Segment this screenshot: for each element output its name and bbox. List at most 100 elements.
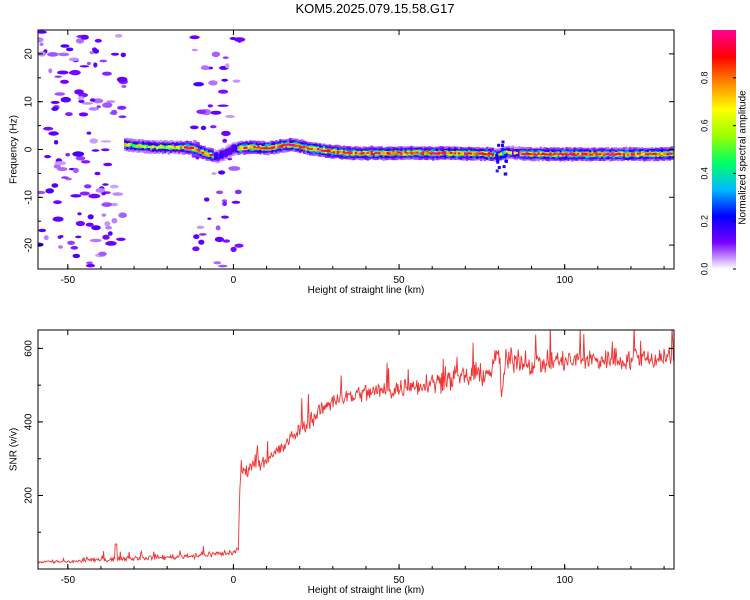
heatmap-noise-blob <box>77 96 85 101</box>
heatmap-ridge-cell <box>153 145 157 148</box>
heatmap-ridge-cell <box>241 146 244 149</box>
heatmap-ridge-cell <box>501 151 505 156</box>
heatmap-noise-blob <box>218 170 226 175</box>
heatmap-ridge-cell <box>396 151 399 154</box>
heatmap-ridge-cell <box>223 149 226 157</box>
heatmap-ridge-cell <box>487 153 491 157</box>
heatmap-ridge-cell <box>424 152 427 156</box>
colorbar-label: Normalized spectral amplitude <box>738 90 749 225</box>
heatmap-ridge-cell <box>251 145 254 148</box>
heatmap-ridge-cell <box>126 144 129 147</box>
heatmap-x-axis-label: Height of straight line (km) <box>308 285 425 296</box>
heatmap-ridge-cell <box>593 152 596 156</box>
heatmap-ridge-cell <box>211 154 214 157</box>
heatmap-noise-blob <box>59 235 64 238</box>
heatmap-ridge-cell <box>205 152 208 155</box>
heatmap-noise-blob <box>98 251 107 256</box>
heatmap-ridge-cell <box>406 152 409 155</box>
heatmap-ridge-cell <box>382 152 385 155</box>
heatmap-ridge-cell <box>364 152 367 155</box>
heatmap-noise-blob <box>58 245 63 249</box>
heatmap-disturbance-cell <box>504 159 508 163</box>
heatmap-noise-blob <box>51 183 59 188</box>
heatmap-noise-blob <box>207 104 213 108</box>
snr-y-tick-label: 400 <box>24 413 35 430</box>
heatmap-ridge-cell <box>418 152 421 155</box>
heatmap-noise-blob <box>86 131 92 135</box>
heatmap-ridge-cell <box>658 153 662 156</box>
heatmap-noise-blob <box>111 218 118 224</box>
heatmap-ridge-cell <box>499 152 503 155</box>
heatmap-noise-blob <box>107 231 113 236</box>
heatmap-noise-blob <box>51 106 59 111</box>
heatmap-noise-blob <box>110 52 120 56</box>
heatmap-noise-blob <box>95 187 106 193</box>
heatmap-disturbance-cell <box>500 144 504 147</box>
heatmap-noise-blob <box>103 162 113 167</box>
heatmap-ridge-cell <box>466 153 469 156</box>
heatmap-noise-blob <box>72 253 81 259</box>
heatmap-ridge-cell <box>547 153 550 156</box>
heatmap-noise-blob <box>229 37 237 40</box>
heatmap-ridge-cell <box>557 153 560 156</box>
heatmap-ridge-cell <box>611 152 614 155</box>
heatmap-ridge-cell <box>565 153 568 156</box>
heatmap-noise-blob <box>88 193 101 199</box>
heatmap-ridge-cell <box>217 153 220 161</box>
heatmap-ridge-cell <box>257 145 260 148</box>
heatmap-ridge-cell <box>628 152 632 155</box>
heatmap-ridge-cell <box>187 147 191 150</box>
heatmap-noise-blob <box>54 75 62 78</box>
heatmap-ridge-cell <box>571 153 574 156</box>
heatmap-ridge-cell <box>201 150 204 154</box>
heatmap-noise-blob <box>79 65 90 68</box>
heatmap-ridge-cell <box>627 153 630 156</box>
heatmap-ridge-cell <box>348 152 352 155</box>
heatmap-ridge-cell <box>636 152 640 155</box>
heatmap-noise-blob <box>218 264 228 268</box>
heatmap-ridge-cell <box>378 152 381 155</box>
heatmap-ridge-cell <box>573 154 576 157</box>
heatmap-noise-blob <box>60 44 70 48</box>
heatmap-ridge-cell <box>370 153 373 156</box>
heatmap-ridge-cell <box>454 152 457 155</box>
heatmap-ridge-cell <box>269 147 272 150</box>
heatmap-noise-blob <box>53 200 62 205</box>
heatmap-noise-blob <box>190 125 199 130</box>
heatmap-noise-blob <box>222 200 227 207</box>
heatmap-ridge-cell <box>305 146 308 149</box>
heatmap-ridge-cell <box>426 152 429 155</box>
heatmap-noise-blob <box>117 105 127 110</box>
heatmap-ridge-cell <box>563 153 566 156</box>
heatmap-noise-blob <box>57 52 70 57</box>
heatmap-noise-blob <box>39 42 44 46</box>
heatmap-noise-blob <box>88 107 100 111</box>
heatmap-noise-blob <box>234 243 244 248</box>
heatmap-ridge-cell <box>189 147 193 150</box>
heatmap-x-tick-label: 50 <box>394 275 406 286</box>
heatmap-ridge-cell <box>169 145 173 148</box>
heatmap-noise-blob <box>118 115 127 119</box>
heatmap-disturbance-cell <box>503 155 507 159</box>
heatmap-ridge-cell <box>299 145 302 148</box>
heatmap-ridge-cell <box>183 146 187 149</box>
heatmap-ridge-cell <box>207 154 210 157</box>
heatmap-noise-blob <box>94 171 101 176</box>
heatmap-ridge-cell <box>259 147 262 150</box>
heatmap-noise-blob <box>214 236 224 243</box>
heatmap-ridge-cell <box>312 148 316 151</box>
heatmap-ridge-cell <box>424 151 427 154</box>
heatmap-noise-blob <box>230 246 237 253</box>
heatmap-ridge-cell <box>583 152 586 155</box>
heatmap-ridge-cell <box>316 148 320 151</box>
heatmap-noise-blob <box>94 38 102 43</box>
heatmap-ridge-cell <box>535 153 538 156</box>
heatmap-ridge-cell <box>293 144 296 147</box>
heatmap-ridge-cell <box>314 148 318 151</box>
heatmap-ridge-cell <box>394 153 397 156</box>
heatmap-ridge-cell <box>597 153 600 156</box>
heatmap-ridge-cell <box>142 145 145 148</box>
heatmap-noise-blob <box>70 246 79 250</box>
heatmap-ridge-cell <box>340 150 344 153</box>
heatmap-ridge-cell <box>662 152 666 155</box>
